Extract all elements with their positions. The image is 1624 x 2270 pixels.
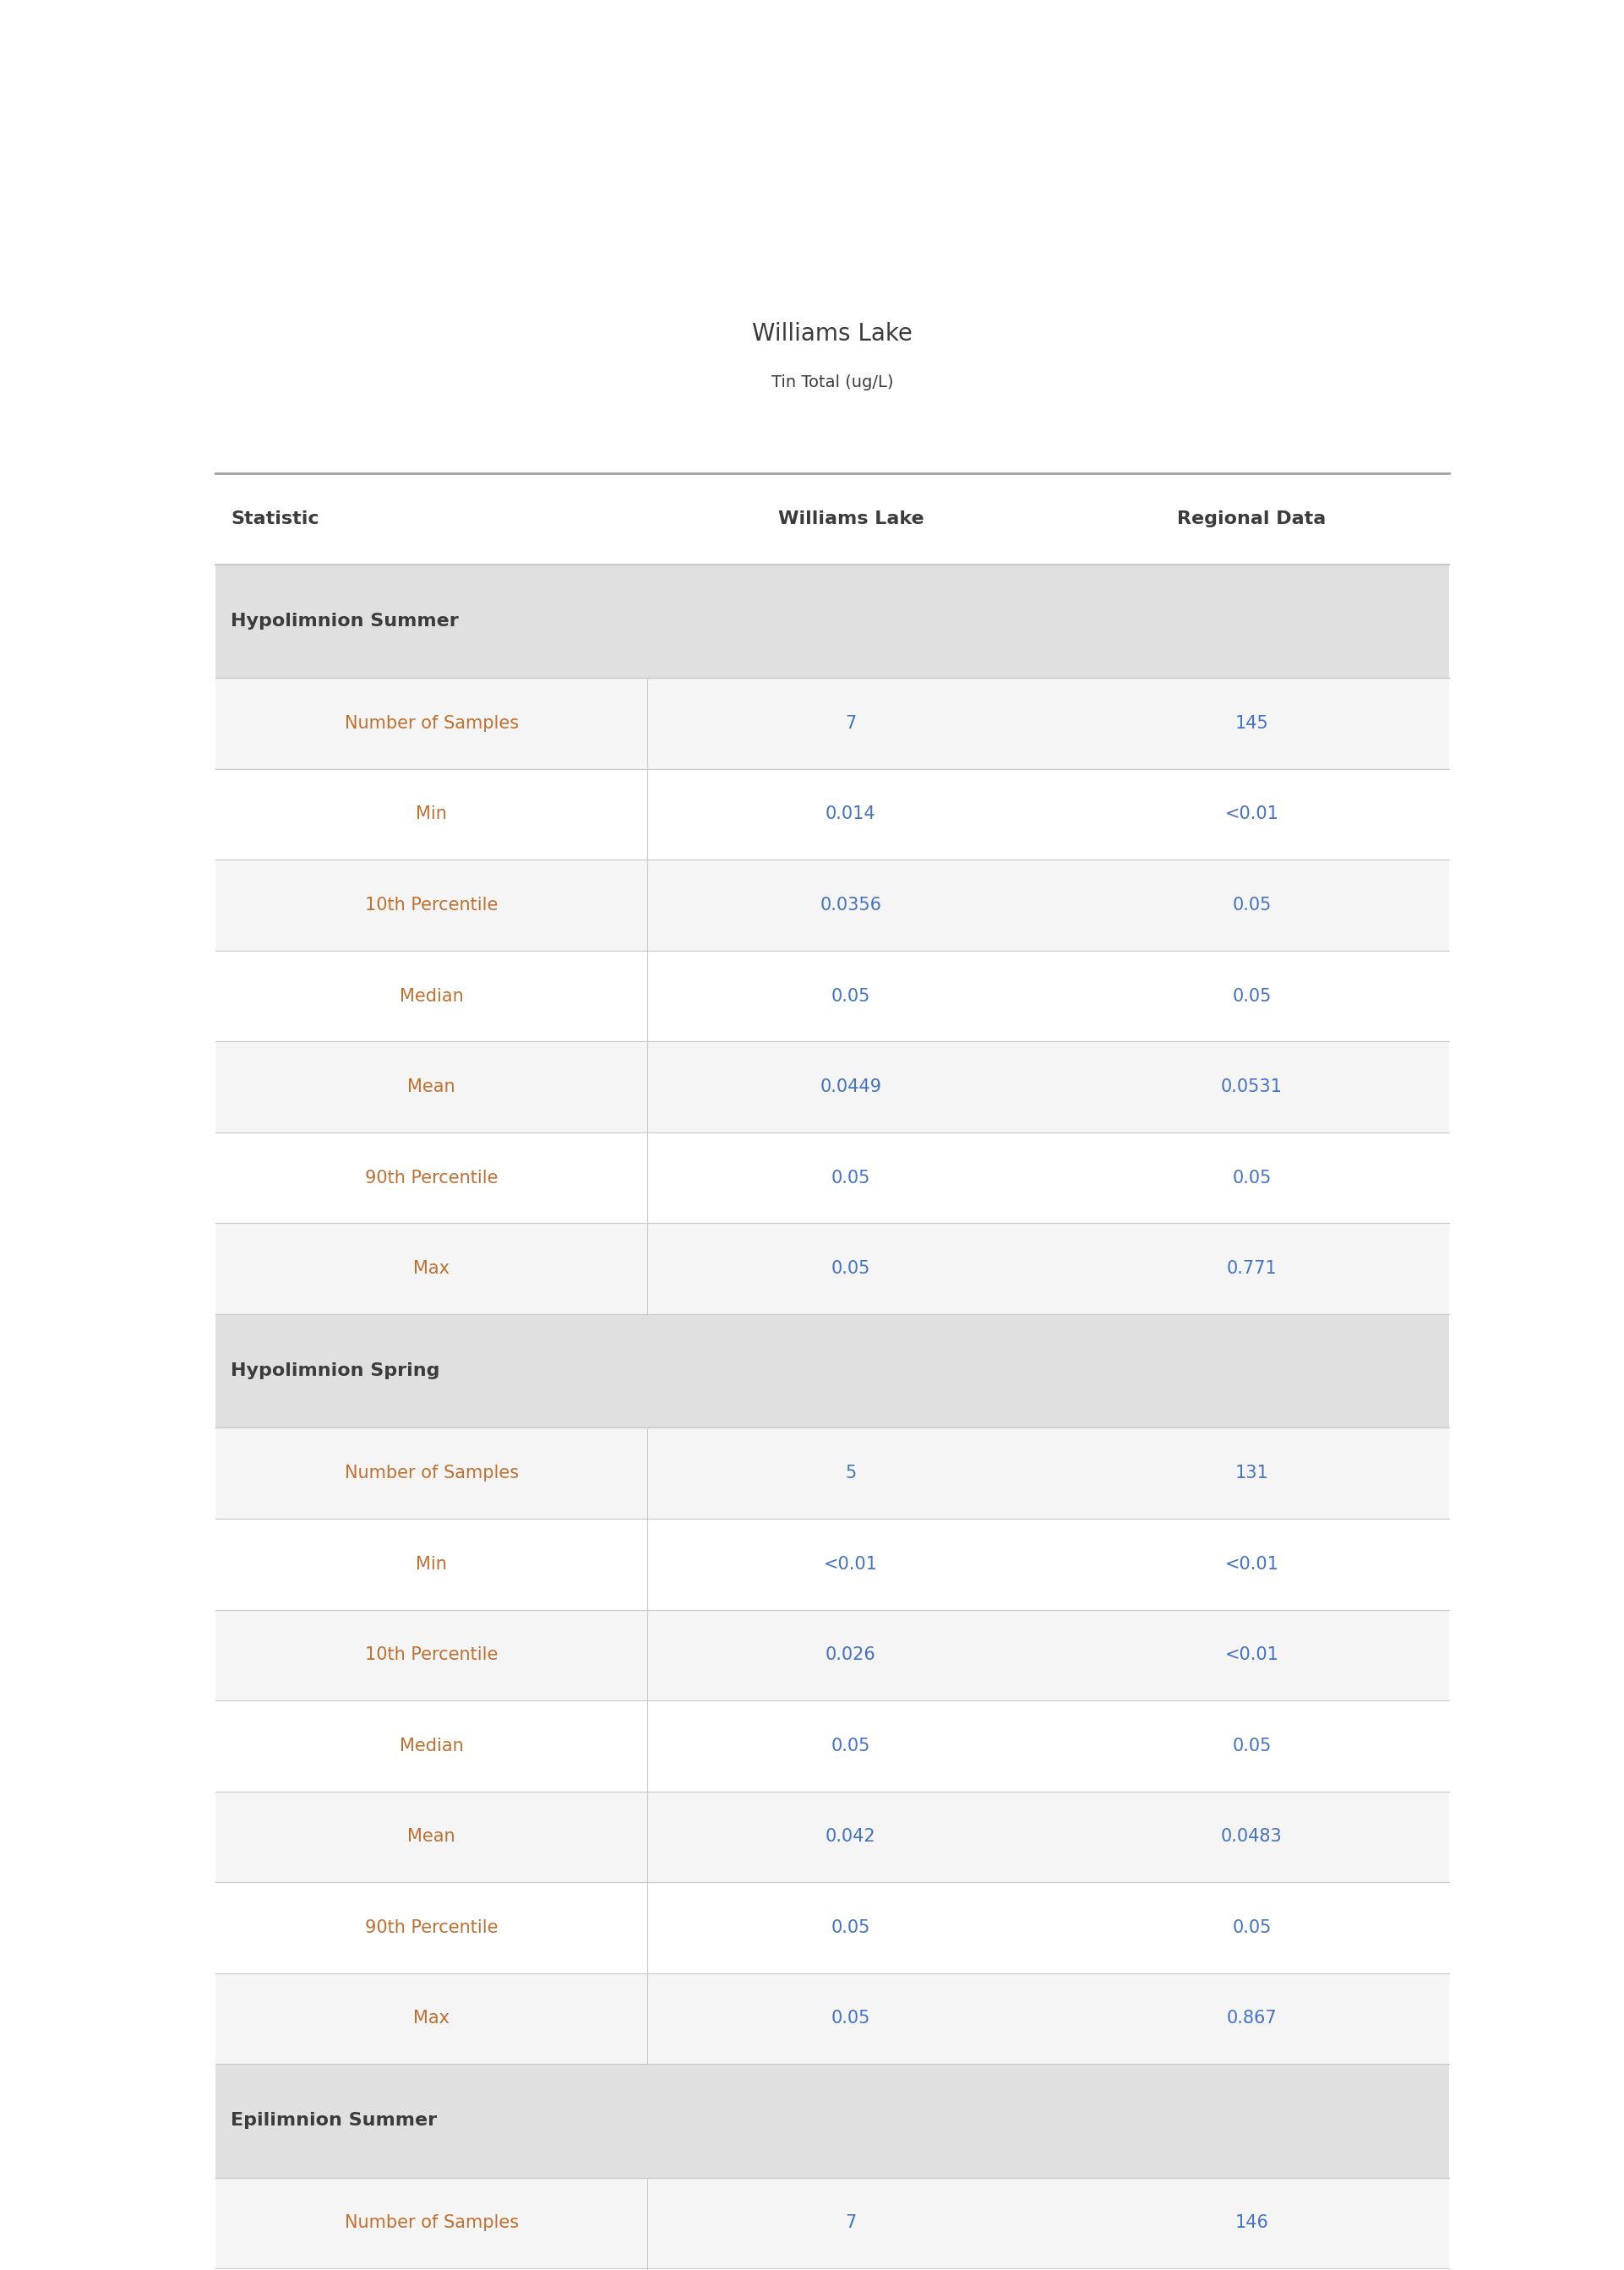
- Text: Median: Median: [400, 987, 463, 1006]
- Bar: [216, 2063, 1449, 2177]
- Text: 0.05: 0.05: [1233, 1169, 1272, 1187]
- Text: 0.0483: 0.0483: [1221, 1827, 1283, 1846]
- Text: 0.05: 0.05: [831, 1169, 870, 1187]
- Bar: [216, 1973, 1449, 2063]
- Bar: [216, 1133, 1449, 1224]
- Text: 131: 131: [1234, 1464, 1268, 1482]
- Text: Statistic: Statistic: [231, 511, 318, 527]
- Text: Williams Lake: Williams Lake: [752, 322, 913, 345]
- Text: Mean: Mean: [408, 1078, 455, 1096]
- Text: 0.026: 0.026: [825, 1646, 875, 1664]
- Text: Min: Min: [416, 806, 447, 822]
- Text: 10th Percentile: 10th Percentile: [365, 1646, 499, 1664]
- Text: 0.867: 0.867: [1226, 2011, 1276, 2027]
- Bar: [216, 1791, 1449, 1882]
- Text: Tin Total (ug/L): Tin Total (ug/L): [771, 375, 893, 390]
- Text: 0.0356: 0.0356: [820, 897, 882, 913]
- Text: Hypolimnion Spring: Hypolimnion Spring: [231, 1362, 440, 1380]
- Text: <0.01: <0.01: [823, 1555, 879, 1573]
- Text: 90th Percentile: 90th Percentile: [365, 1918, 499, 1936]
- Text: 0.05: 0.05: [831, 1737, 870, 1755]
- Text: 90th Percentile: 90th Percentile: [365, 1169, 499, 1187]
- Text: 0.771: 0.771: [1226, 1260, 1276, 1278]
- Text: 5: 5: [844, 1464, 856, 1482]
- Text: 0.05: 0.05: [1233, 1918, 1272, 1936]
- Text: Williams Lake: Williams Lake: [778, 511, 924, 527]
- Bar: [216, 1700, 1449, 1791]
- Text: 0.0531: 0.0531: [1221, 1078, 1283, 1096]
- Bar: [216, 474, 1449, 565]
- Text: 145: 145: [1234, 715, 1268, 731]
- Text: 0.05: 0.05: [831, 1918, 870, 1936]
- Text: 10th Percentile: 10th Percentile: [365, 897, 499, 913]
- Bar: [216, 1224, 1449, 1314]
- Bar: [216, 1882, 1449, 1973]
- Bar: [216, 1428, 1449, 1519]
- Text: Number of Samples: Number of Samples: [344, 715, 518, 731]
- Text: Number of Samples: Number of Samples: [344, 2216, 518, 2231]
- Bar: [216, 951, 1449, 1042]
- Text: 0.05: 0.05: [1233, 987, 1272, 1006]
- Text: <0.01: <0.01: [1224, 1555, 1278, 1573]
- Text: 0.05: 0.05: [831, 1260, 870, 1278]
- Text: 0.05: 0.05: [1233, 1737, 1272, 1755]
- Text: Min: Min: [416, 1555, 447, 1573]
- Text: Max: Max: [412, 2011, 450, 2027]
- Bar: [216, 860, 1449, 951]
- Text: Regional Data: Regional Data: [1177, 511, 1327, 527]
- Text: Epilimnion Summer: Epilimnion Summer: [231, 2113, 437, 2129]
- Bar: [216, 1314, 1449, 1428]
- Text: 0.014: 0.014: [825, 806, 875, 822]
- Text: Number of Samples: Number of Samples: [344, 1464, 518, 1482]
- Text: Median: Median: [400, 1737, 463, 1755]
- Text: 0.05: 0.05: [831, 2011, 870, 2027]
- Text: 0.05: 0.05: [1233, 897, 1272, 913]
- Bar: [216, 1519, 1449, 1609]
- Text: Mean: Mean: [408, 1827, 455, 1846]
- Text: 0.042: 0.042: [825, 1827, 875, 1846]
- Text: 0.0449: 0.0449: [820, 1078, 882, 1096]
- Bar: [216, 679, 1449, 770]
- Bar: [216, 1609, 1449, 1700]
- Bar: [216, 565, 1449, 679]
- Text: Max: Max: [412, 1260, 450, 1278]
- Text: <0.01: <0.01: [1224, 1646, 1278, 1664]
- Text: Hypolimnion Summer: Hypolimnion Summer: [231, 613, 458, 629]
- Text: 146: 146: [1234, 2216, 1268, 2231]
- Text: 0.05: 0.05: [831, 987, 870, 1006]
- Text: <0.01: <0.01: [1224, 806, 1278, 822]
- Bar: [216, 770, 1449, 860]
- Bar: [216, 2177, 1449, 2268]
- Text: 7: 7: [844, 715, 856, 731]
- Bar: [216, 1042, 1449, 1133]
- Text: 7: 7: [844, 2216, 856, 2231]
